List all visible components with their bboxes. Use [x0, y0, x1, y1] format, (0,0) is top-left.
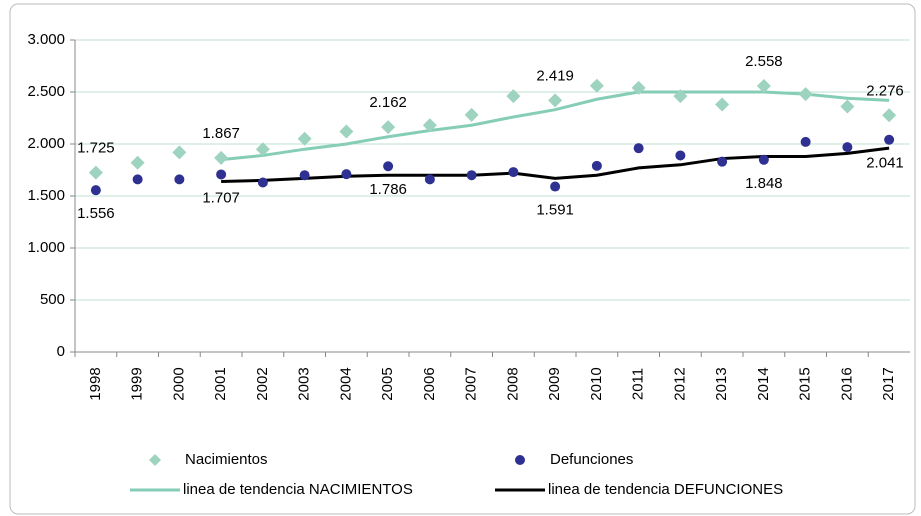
data-label: 1.867 [202, 125, 240, 142]
y-tick-label: 2.000 [27, 135, 65, 152]
diamond-marker [381, 120, 396, 135]
diamond-marker [756, 78, 771, 93]
data-label: 1.786 [369, 181, 407, 198]
y-tick-label: 1.000 [27, 239, 65, 256]
y-tick-label: 2.500 [27, 83, 65, 100]
x-tick-label: 2008 [504, 367, 521, 400]
diamond-marker [172, 145, 187, 160]
diamond-marker [840, 99, 855, 114]
legend-label: linea de tendencia NACIMIENTOS [183, 481, 413, 498]
diamond-marker [297, 131, 312, 146]
x-tick-label: 1999 [129, 367, 146, 400]
x-tick-label: 2002 [254, 367, 271, 400]
data-label: 2.558 [745, 53, 783, 70]
circle-marker [466, 170, 477, 181]
trend-line [221, 146, 890, 183]
x-tick-label: 2007 [463, 367, 480, 400]
data-label: 2.162 [369, 94, 407, 111]
diamond-marker [88, 165, 103, 180]
circle-marker [800, 136, 811, 147]
circle-marker [174, 174, 185, 185]
x-tick-label: 2001 [212, 367, 229, 400]
circle-marker [341, 169, 352, 180]
diamond-marker [339, 124, 354, 139]
legend-label: linea de tendencia DEFUNCIONES [548, 481, 783, 498]
diamond-marker [506, 89, 521, 104]
circle-marker [132, 174, 143, 185]
y-tick-label: 3.000 [27, 31, 65, 48]
x-tick-label: 2017 [880, 367, 897, 400]
legend-marker [515, 455, 525, 465]
diamond-marker [422, 118, 437, 133]
data-label: 1.556 [77, 205, 115, 222]
circle-marker [383, 161, 394, 172]
circle-marker [90, 185, 101, 196]
x-tick-label: 2012 [671, 367, 688, 400]
x-tick-label: 2010 [588, 367, 605, 400]
legend-marker [149, 454, 161, 466]
diamond-marker [882, 108, 897, 123]
circle-marker [842, 142, 853, 153]
circle-marker [591, 160, 602, 171]
data-label: 1.591 [536, 202, 574, 219]
y-tick-label: 500 [40, 291, 65, 308]
data-label: 2.041 [866, 155, 904, 172]
x-tick-label: 2003 [296, 367, 313, 400]
diamond-marker [798, 87, 813, 102]
circle-marker [884, 134, 895, 145]
diamond-marker [673, 89, 688, 104]
trend-line [220, 90, 890, 162]
circle-marker [257, 177, 268, 188]
circle-marker [424, 174, 435, 185]
chart-frame [9, 3, 916, 515]
circle-marker [550, 181, 561, 192]
y-tick-label: 0 [57, 343, 65, 360]
x-tick-label: 2015 [797, 367, 814, 400]
circle-marker [675, 150, 686, 161]
data-label: 1.707 [202, 189, 240, 206]
circle-marker [299, 170, 310, 181]
diamond-marker [631, 80, 646, 95]
diamond-marker [589, 78, 604, 93]
x-tick-label: 2009 [546, 367, 563, 400]
diamond-marker [464, 107, 479, 122]
diamond-marker [214, 150, 229, 165]
diamond-marker [715, 97, 730, 112]
circle-marker [508, 167, 519, 178]
x-tick-label: 2016 [838, 367, 855, 400]
data-label: 1.725 [77, 140, 115, 157]
x-tick-label: 2000 [170, 367, 187, 400]
data-label: 2.276 [866, 82, 904, 99]
diamond-marker [255, 142, 270, 157]
diamond-marker [130, 155, 145, 170]
legend-label: Defunciones [550, 451, 633, 468]
y-tick-label: 1.500 [27, 187, 65, 204]
x-tick-label: 2014 [755, 367, 772, 400]
x-tick-label: 1998 [87, 367, 104, 400]
circle-marker [633, 143, 644, 154]
diamond-marker [548, 93, 563, 108]
legend-label: Nacimientos [185, 451, 268, 468]
circle-marker [216, 169, 227, 180]
x-tick-label: 2006 [421, 367, 438, 400]
data-label: 2.419 [536, 67, 574, 84]
x-tick-label: 2005 [379, 367, 396, 400]
circle-marker [717, 156, 728, 167]
x-tick-label: 2011 [630, 368, 647, 400]
data-label: 1.848 [745, 175, 783, 192]
x-tick-label: 2004 [337, 367, 354, 400]
x-tick-label: 2013 [713, 367, 730, 400]
circle-marker [758, 154, 769, 165]
